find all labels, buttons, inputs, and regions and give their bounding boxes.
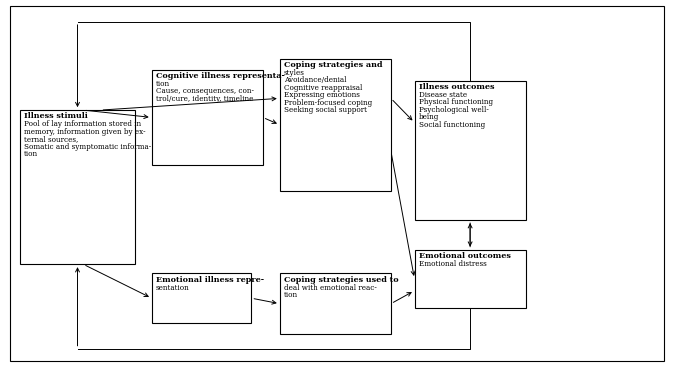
Bar bbox=[152, 273, 251, 323]
Text: tion: tion bbox=[24, 150, 38, 158]
Text: Disease state: Disease state bbox=[419, 91, 466, 99]
Text: Cognitive illness representa-: Cognitive illness representa- bbox=[156, 72, 284, 80]
Text: Expressing emotions: Expressing emotions bbox=[284, 91, 360, 99]
Bar bbox=[152, 70, 263, 165]
Text: styles: styles bbox=[284, 69, 305, 77]
Text: Coping strategies used to: Coping strategies used to bbox=[284, 276, 398, 284]
Bar bbox=[280, 59, 391, 191]
Text: Cognitive reappraisal: Cognitive reappraisal bbox=[284, 84, 362, 92]
Text: Emotional illness repre-: Emotional illness repre- bbox=[156, 276, 264, 284]
Text: Psychological well-: Psychological well- bbox=[419, 106, 489, 114]
Text: Emotional outcomes: Emotional outcomes bbox=[419, 252, 510, 260]
Text: tion: tion bbox=[156, 80, 170, 88]
Text: memory, information given by ex-: memory, information given by ex- bbox=[24, 128, 146, 136]
Text: trol/cure, identity, timeline: trol/cure, identity, timeline bbox=[156, 95, 253, 103]
Text: Somatic and symptomatic informa-: Somatic and symptomatic informa- bbox=[24, 143, 152, 151]
Text: Illness stimuli: Illness stimuli bbox=[24, 112, 88, 120]
Bar bbox=[20, 110, 135, 264]
Text: deal with emotional reac-: deal with emotional reac- bbox=[284, 284, 377, 292]
Text: Pool of lay information stored in: Pool of lay information stored in bbox=[24, 120, 142, 128]
Text: Illness outcomes: Illness outcomes bbox=[419, 83, 494, 91]
Text: Social functioning: Social functioning bbox=[419, 121, 485, 129]
Bar bbox=[415, 81, 526, 220]
Bar bbox=[280, 273, 391, 334]
Text: Avoidance/denial: Avoidance/denial bbox=[284, 76, 346, 84]
Text: Cause, consequences, con-: Cause, consequences, con- bbox=[156, 87, 253, 95]
Text: Physical functioning: Physical functioning bbox=[419, 98, 493, 106]
Text: Seeking social support: Seeking social support bbox=[284, 106, 367, 114]
Text: ternal sources,: ternal sources, bbox=[24, 135, 78, 143]
Text: sentation: sentation bbox=[156, 284, 189, 292]
Text: being: being bbox=[419, 113, 439, 121]
Text: Coping strategies and: Coping strategies and bbox=[284, 61, 382, 69]
Text: Problem-focused coping: Problem-focused coping bbox=[284, 99, 372, 107]
Bar bbox=[415, 250, 526, 308]
Text: Emotional distress: Emotional distress bbox=[419, 260, 487, 268]
Text: tion: tion bbox=[284, 291, 298, 299]
